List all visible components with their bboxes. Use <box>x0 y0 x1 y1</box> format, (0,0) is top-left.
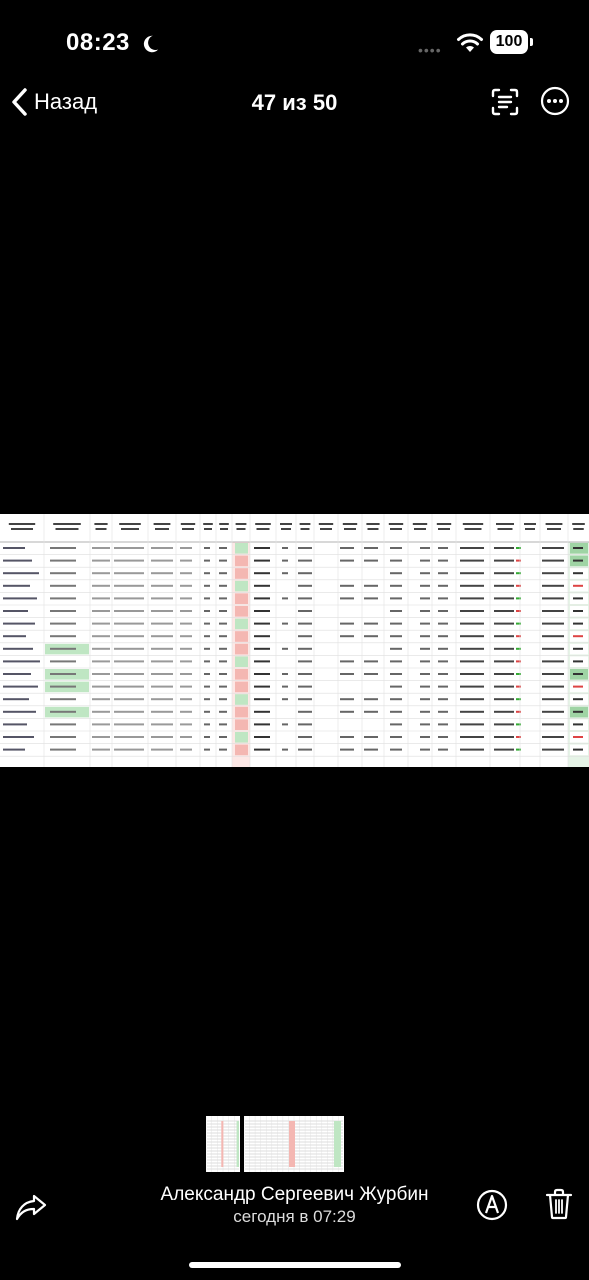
battery-indicator: 100 <box>490 30 534 54</box>
battery-level: 100 <box>490 30 528 54</box>
text-scan-icon[interactable] <box>490 87 520 117</box>
thumbnail-previous[interactable] <box>206 1116 240 1172</box>
markup-icon[interactable] <box>476 1189 508 1221</box>
thumbnail-image <box>244 1116 344 1172</box>
battery-nub <box>530 38 533 46</box>
back-button[interactable]: Назад <box>10 86 97 118</box>
nav-bar: Назад 47 из 50 <box>0 80 589 124</box>
bottom-bar: Александр Сергеевич Журбин сегодня в 07:… <box>0 1180 589 1240</box>
back-label: Назад <box>34 89 98 114</box>
thumbnail-current[interactable] <box>244 1116 344 1172</box>
thumbnail-strip <box>206 1116 344 1172</box>
trash-icon[interactable] <box>545 1188 573 1220</box>
photo-viewer[interactable] <box>0 514 589 767</box>
wifi-icon <box>457 33 483 52</box>
spreadsheet-photo <box>0 514 589 767</box>
chevron-left-icon <box>12 88 27 116</box>
thumbnail-image <box>206 1116 240 1172</box>
status-bar: 08:23 •••• 100 <box>0 0 589 88</box>
home-indicator[interactable] <box>189 1262 401 1268</box>
status-time: 08:23 <box>66 29 130 56</box>
share-icon[interactable] <box>14 1190 48 1224</box>
cellular-signal-icon: •••• <box>418 42 442 58</box>
more-icon[interactable] <box>540 86 570 116</box>
moon-icon <box>143 35 159 53</box>
